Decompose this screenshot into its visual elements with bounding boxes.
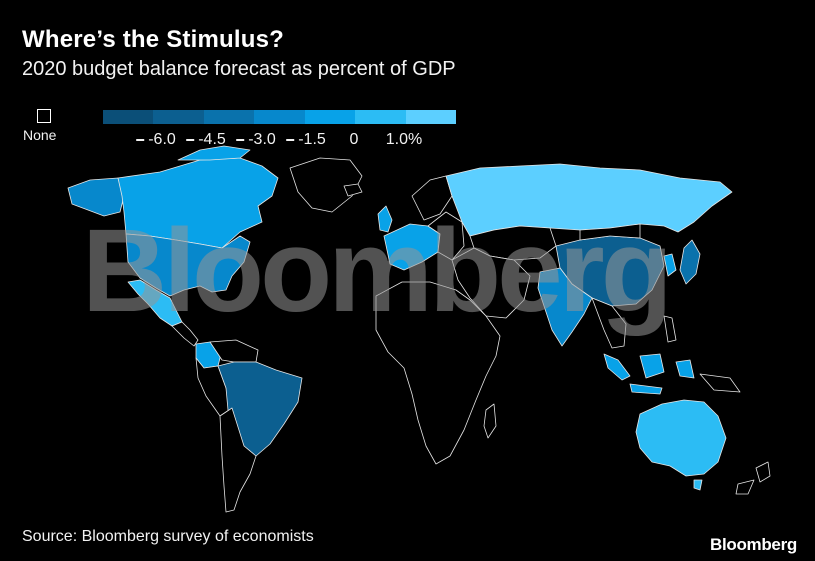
legend-swatch-3 [203,110,255,124]
region-australia [635,399,727,477]
region-indonesia-sumatra [603,353,631,381]
region-indonesia-east [675,359,695,379]
legend-swatch-1 [103,110,154,124]
legend-none-label: None [23,127,57,143]
legend-tick-4: -1.5 [286,131,326,149]
region-india [537,267,593,347]
region-tasmania [693,479,703,491]
region-new-guinea [699,373,741,393]
legend-swatch-2 [153,110,204,124]
brand-logo: Bloomberg [709,535,797,554]
minus-dash [236,138,245,141]
region-argentina-chile [219,407,257,513]
legend-swatch-7 [405,110,456,124]
watermark: Bloomberg [82,205,673,337]
region-iceland [343,183,363,197]
legend-swatch-6 [355,110,406,124]
region-united-states [125,233,251,297]
region-indonesia-borneo [639,353,665,379]
region-indonesia-java [629,383,663,395]
legend-swatch-5 [304,110,356,124]
legend-none-swatch [37,109,51,123]
region-new-zealand-south [735,479,755,495]
legend-tick-2: -4.5 [186,131,226,149]
region-mongolia [579,223,641,241]
region-canada-arctic [177,145,251,161]
legend-tick-1: -6.0 [136,131,176,149]
region-greenland [289,157,363,213]
region-middle-east [451,247,531,319]
legend-color-bar [103,110,456,124]
region-philippines [663,315,677,343]
minus-dash [286,138,295,141]
legend-tick-5: 0 [349,131,359,148]
region-madagascar [483,403,497,439]
region-japan [679,239,701,285]
region-africa [375,281,501,465]
region-se-asia [591,297,627,349]
chart-title: Where’s the Stimulus? [22,26,285,53]
legend-tick-6: 1.0% [385,131,423,148]
source-note: Source: Bloomberg survey of economists [22,528,314,545]
region-uk [377,205,393,233]
legend-tick-3: -3.0 [236,131,276,149]
region-central-america [171,321,199,347]
legend-swatch-4 [254,110,305,124]
region-south-korea [663,253,677,277]
region-new-zealand [755,461,771,483]
minus-dash [186,138,195,141]
region-alaska [67,177,125,217]
minus-dash [136,138,145,141]
region-europe-east [427,211,465,261]
chart-subtitle: 2020 budget balance forecast as percent … [22,58,456,80]
